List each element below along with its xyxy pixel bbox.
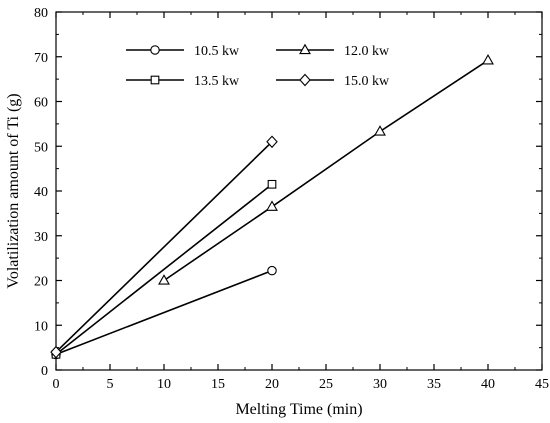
series-13-5-kw (51, 179, 277, 359)
data-point (158, 274, 170, 285)
y-tick-label: 10 (34, 319, 48, 334)
x-tick-label: 25 (319, 377, 333, 392)
legend-entry: 10.5 kw (126, 44, 240, 59)
series-line (55, 141, 273, 353)
data-point (266, 200, 278, 211)
x-tick-label: 45 (535, 377, 549, 392)
y-tick-label: 20 (34, 275, 48, 290)
x-axis-label: Melting Time (min) (235, 401, 362, 418)
y-tick-label: 0 (41, 364, 48, 379)
plot-frame (55, 11, 543, 371)
x-tick-label: 35 (427, 377, 441, 392)
y-tick-label: 70 (34, 51, 48, 66)
x-tick-label: 15 (211, 377, 225, 392)
series-line (163, 59, 489, 282)
data-point (266, 135, 278, 149)
y-tick-label: 50 (34, 140, 48, 155)
data-point (482, 54, 494, 65)
legend-label: 10.5 kw (194, 44, 240, 59)
x-tick-label: 20 (265, 377, 279, 392)
y-tick-label: 60 (34, 96, 48, 111)
series-line (55, 183, 273, 355)
x-tick-label: 30 (373, 377, 387, 392)
legend-marker (299, 73, 311, 87)
legend-entry: 15.0 kw (276, 73, 390, 89)
data-point (267, 265, 277, 276)
legend-label: 12.0 kw (344, 44, 390, 59)
y-tick-label: 80 (34, 6, 48, 21)
series-lines (50, 54, 494, 360)
legend-marker (150, 45, 160, 55)
axes: 0 5 10 15 20 25 30 35 40 45 0 10 20 30 40 50 60 70 80 (34, 6, 549, 392)
x-tick-label: 5 (107, 377, 114, 392)
legend: 10.5 kw 12.0 kw 13.5 kw 15.0 kw (126, 43, 390, 89)
legend-label: 15.0 kw (344, 74, 390, 89)
y-axis-label: Volatilization amount of Ti (g) (5, 93, 22, 288)
x-tick-label: 0 (53, 377, 60, 392)
series-12-0-kw (158, 54, 494, 285)
data-point (374, 125, 386, 136)
y-tick-label: 30 (34, 230, 48, 245)
legend-label: 13.5 kw (194, 74, 240, 89)
y-tick-label: 40 (34, 185, 48, 200)
legend-entry: 12.0 kw (276, 43, 390, 59)
series-line (55, 269, 273, 356)
data-point (50, 345, 62, 359)
legend-entry: 13.5 kw (126, 74, 240, 89)
legend-marker (299, 43, 311, 55)
x-tick-label: 10 (157, 377, 171, 392)
legend-marker (150, 75, 160, 85)
x-tick-label: 40 (481, 377, 495, 392)
data-point (267, 179, 277, 189)
series-15-0-kw (50, 135, 278, 359)
